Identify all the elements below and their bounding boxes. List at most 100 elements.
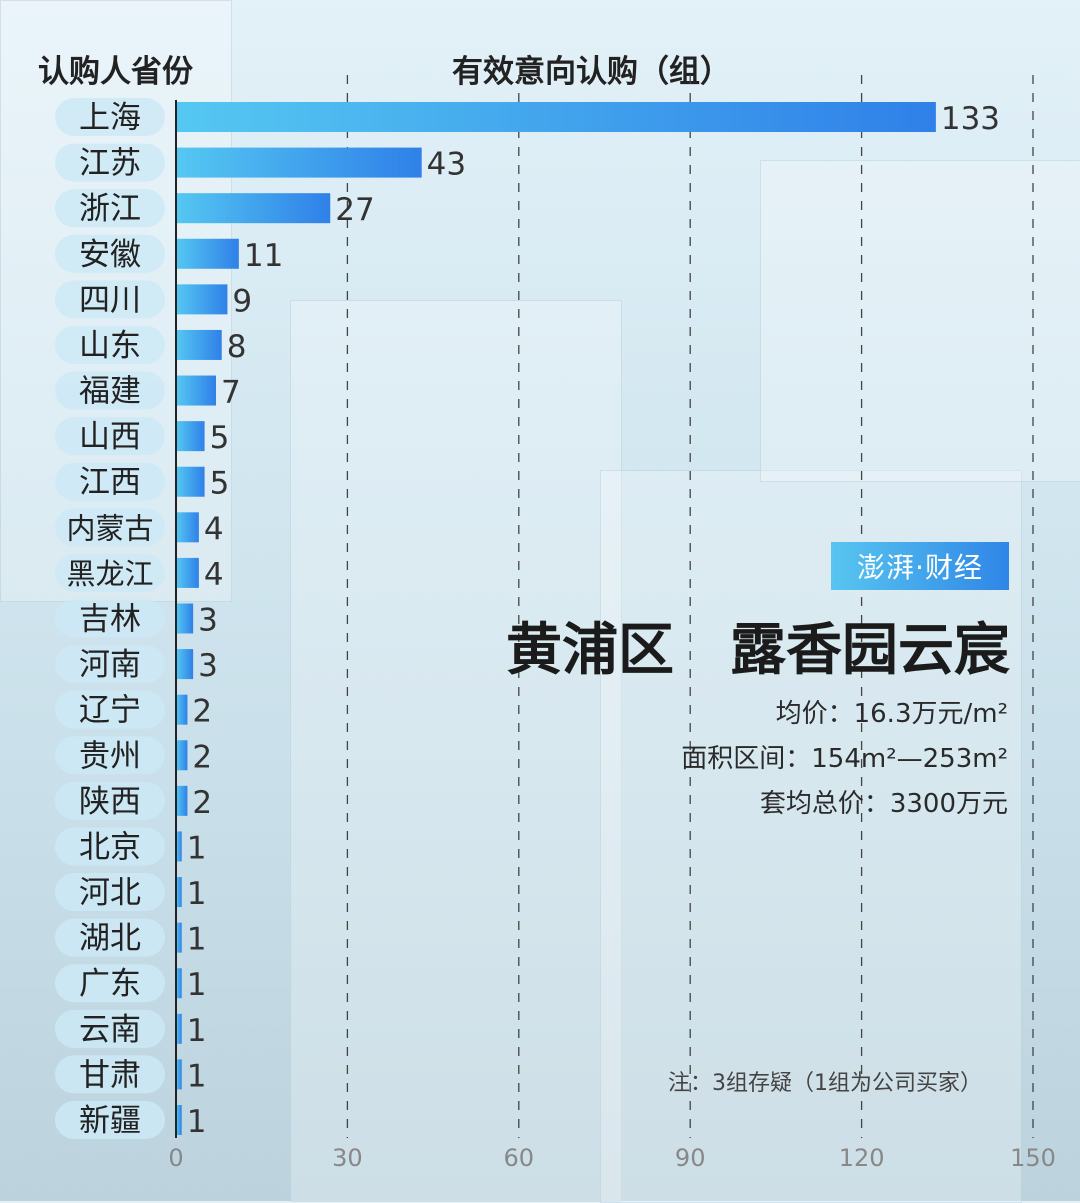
- category-label: 甘肃: [79, 1057, 141, 1093]
- category-pill: [55, 690, 165, 729]
- category-label: 江苏: [79, 146, 141, 182]
- x-axis-header: 有效意向认购（组）: [452, 54, 731, 90]
- bar-value-label: 1: [187, 1058, 207, 1094]
- category-pill: [55, 964, 165, 1003]
- background-building: [290, 300, 622, 1202]
- category-pill: [55, 1101, 165, 1139]
- y-axis-header: 认购人省份: [38, 54, 193, 90]
- bar: [176, 284, 228, 315]
- bar-value-label: 9: [232, 283, 252, 319]
- x-tick-label: 90: [675, 1144, 706, 1172]
- category-label: 河南: [79, 647, 141, 683]
- category-label: 河北: [79, 875, 141, 911]
- category-pill: [55, 98, 165, 136]
- category-label: 福建: [79, 374, 141, 410]
- bar-value-label: 5: [210, 420, 230, 456]
- category-pill: [55, 827, 165, 866]
- category-label: 新疆: [79, 1103, 141, 1139]
- bar-value-label: 4: [204, 511, 224, 547]
- category-label: 四川: [79, 282, 141, 318]
- category-pill: [55, 645, 165, 684]
- x-tick-label: 150: [1010, 1144, 1056, 1172]
- bar: [176, 193, 331, 224]
- bar: [176, 421, 205, 452]
- bar-value-label: 11: [244, 238, 283, 274]
- x-tick-label: 0: [168, 1144, 183, 1172]
- x-tick-label: 60: [504, 1144, 535, 1172]
- bar: [176, 329, 222, 360]
- category-label: 上海: [79, 100, 141, 136]
- bar-value-label: 27: [335, 192, 374, 228]
- bar-value-label: 7: [221, 375, 241, 411]
- bar: [176, 1013, 182, 1044]
- bar-value-label: 5: [210, 466, 230, 502]
- bar: [176, 466, 205, 497]
- category-pill: [55, 918, 165, 957]
- bar-value-label: 1: [187, 1104, 207, 1140]
- bar-value-label: 2: [192, 739, 212, 775]
- bar: [176, 512, 199, 543]
- category-label: 内蒙古: [66, 511, 153, 545]
- category-label: 湖北: [79, 921, 141, 957]
- bar: [176, 1059, 182, 1090]
- category-label: 陕西: [79, 784, 141, 820]
- category-pill: [55, 781, 165, 820]
- bar: [176, 694, 188, 725]
- bar: [176, 603, 194, 634]
- category-pill: [55, 371, 165, 410]
- info-avg-price: 均价：16.3万元/m²: [775, 699, 1008, 729]
- category-label: 贵州: [79, 738, 141, 774]
- bar: [176, 968, 182, 999]
- category-label: 山西: [79, 419, 141, 455]
- info-area-range: 面积区间：154m²—253m²: [681, 744, 1008, 774]
- project-title: 黄浦区 露香园云宸: [506, 618, 1010, 683]
- bar-value-label: 1: [187, 876, 207, 912]
- category-label: 辽宁: [79, 693, 141, 729]
- bar: [176, 831, 182, 862]
- category-pill: [55, 234, 165, 273]
- category-pill: [55, 736, 165, 775]
- category-label: 浙江: [79, 191, 141, 227]
- x-tick-label: 120: [839, 1144, 885, 1172]
- category-label: 北京: [79, 829, 141, 865]
- category-label: 山东: [79, 328, 141, 364]
- category-pill: [55, 1055, 165, 1094]
- bar-value-label: 1: [187, 1013, 207, 1049]
- category-pill: [55, 417, 165, 456]
- bar-value-label: 8: [227, 329, 247, 365]
- bar-value-label: 1: [187, 967, 207, 1003]
- category-pill: [55, 325, 165, 364]
- bar-value-label: 1: [187, 922, 207, 958]
- category-pill: [55, 280, 165, 319]
- footnote: 注：3组存疑（1组为公司买家）: [668, 1071, 982, 1096]
- info-avg-total: 套均总价：3300万元: [759, 789, 1008, 819]
- bar: [176, 1105, 182, 1135]
- category-pill: [55, 873, 165, 912]
- bar: [176, 785, 188, 816]
- bar-value-label: 3: [198, 603, 218, 639]
- brand-logo: 澎湃·财经: [831, 542, 1009, 590]
- background-building: [760, 160, 1080, 482]
- bar: [176, 649, 194, 680]
- bar-value-label: 43: [427, 147, 466, 183]
- bar: [176, 102, 936, 132]
- bar: [176, 375, 216, 406]
- bar: [176, 740, 188, 771]
- category-label: 云南: [79, 1012, 141, 1048]
- bar: [176, 147, 422, 178]
- category-label: 黑龙江: [66, 557, 153, 591]
- bar-value-label: 1: [187, 830, 207, 866]
- category-pill: [55, 599, 165, 638]
- category-label: 江西: [79, 465, 141, 501]
- category-label: 吉林: [79, 602, 141, 638]
- category-pill: [55, 1009, 165, 1048]
- bar: [176, 557, 199, 588]
- bar-value-label: 3: [198, 648, 218, 684]
- bar: [176, 877, 182, 908]
- category-pill: [55, 553, 165, 592]
- bar-value-label: 2: [192, 694, 212, 730]
- category-label: 安徽: [79, 237, 141, 273]
- category-pill: [55, 508, 165, 547]
- category-pill: [55, 143, 165, 182]
